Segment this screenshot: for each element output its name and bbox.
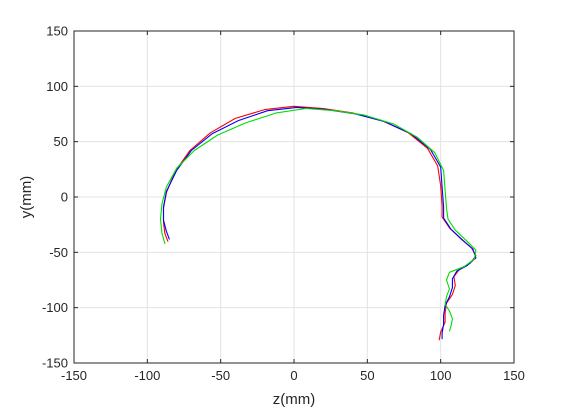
axis-ticks [73, 30, 515, 364]
x-tick-label: 150 [503, 368, 525, 383]
x-tick-label: 0 [290, 368, 297, 383]
series-line-1 [162, 105, 477, 341]
y-axis-label: y(mm) [18, 176, 35, 218]
x-tick-labels: -150 -100 -50 0 50 100 150 [61, 368, 525, 383]
grid-lines [73, 30, 515, 364]
y-tick-label: 0 [61, 190, 68, 205]
y-tick-label: -50 [49, 245, 68, 260]
y-tick-label: 100 [46, 79, 68, 94]
y-tick-label: -100 [42, 300, 68, 315]
y-tick-label: 150 [46, 24, 68, 39]
x-tick-label: -50 [211, 368, 230, 383]
y-tick-labels: -150 -100 -50 0 50 100 150 [42, 24, 68, 371]
x-tick-label: -100 [134, 368, 160, 383]
series-line-3 [159, 107, 477, 332]
x-tick-label: 100 [430, 368, 452, 383]
series-lines [159, 105, 477, 341]
y-tick-label: -150 [42, 356, 68, 371]
x-tick-label: 50 [360, 368, 374, 383]
x-axis-label: z(mm) [273, 391, 315, 408]
y-tick-label: 50 [54, 134, 68, 149]
x-tick-label: -150 [61, 368, 87, 383]
